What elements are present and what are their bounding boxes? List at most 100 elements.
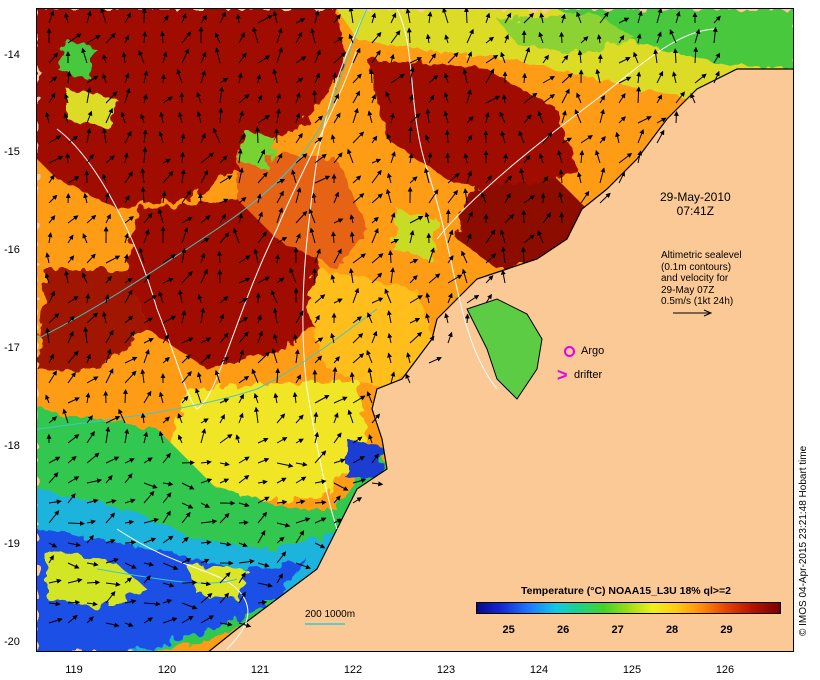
velocity-arrow [162,617,178,624]
velocity-arrow [637,10,643,24]
velocity-arrow [124,12,131,24]
velocity-arrow [333,412,339,424]
velocity-arrow [219,296,229,304]
velocity-arrow [105,426,111,444]
velocity-arrow [618,17,630,24]
velocity-arrow [425,33,431,44]
velocity-arrow [86,498,99,504]
velocity-arrow [162,170,174,184]
velocity-arrow [314,542,326,549]
velocity-arrow [333,482,349,491]
velocity-arrow [83,326,89,344]
velocity-arrow [500,269,506,284]
velocity-arrow [218,107,224,124]
velocity-arrow [314,395,330,404]
velocity-arrow [158,290,164,304]
velocity-arrows [44,9,721,628]
velocity-arrow [333,458,346,464]
velocity-arrow [67,350,79,364]
velocity-arrow [331,231,336,244]
velocity-arrow [62,408,69,424]
velocity-arrow [200,459,212,465]
velocity-arrow [295,92,301,104]
lon-tick-label: 123 [436,664,456,676]
velocity-arrow [485,12,491,24]
velocity-arrow [181,310,187,324]
bathymetry-scale-label: 200 1000m [305,609,356,620]
velocity-arrow [143,482,158,489]
velocity-arrow [200,581,212,587]
velocity-arrow [408,153,414,164]
velocity-arrow [257,314,262,324]
velocity-arrow [160,73,166,84]
velocity-arrow [237,72,243,84]
velocity-arrow [314,431,319,444]
bathymetry-legend-line [305,623,345,625]
velocity-arrow [271,348,278,364]
velocity-arrow [409,274,418,284]
velocity-arrow [405,9,411,24]
velocity-arrow [48,601,61,607]
velocity-arrow [693,46,699,64]
velocity-arrow [276,277,285,284]
velocity-arrow [65,152,71,164]
velocity-arrow [124,216,134,224]
velocity-arrow [466,28,474,44]
velocity-arrow [105,558,119,564]
velocity-arrow [636,71,642,84]
velocity-arrow [143,617,154,624]
velocity-arrow [371,31,382,44]
velocity-arrow [599,108,605,124]
temperature-colorbar [476,602,781,614]
velocity-arrow [295,499,306,505]
lon-tick-label: 119 [65,664,83,676]
velocity-arrow [124,232,129,244]
velocity-arrow [67,255,75,264]
velocity-arrow [200,615,215,624]
velocity-arrow [371,158,382,164]
velocity-arrow [122,388,128,404]
velocity-arrow [105,456,120,464]
velocity-arrow [485,229,496,244]
velocity-arrow [295,310,304,324]
lon-tick-label: 121 [250,664,270,676]
velocity-arrow [162,315,177,324]
velocity-arrow [257,582,273,588]
velocity-arrow [444,312,450,324]
velocity-arrow [67,476,80,484]
velocity-arrow [124,622,134,627]
velocity-arrow [333,52,347,64]
velocity-arrow [214,47,221,64]
velocity-arrow [314,153,327,164]
lon-tick-label: 125 [622,664,642,676]
velocity-arrow [580,190,590,204]
velocity-arrow [251,368,259,384]
velocity-arrow [200,307,206,324]
velocity-arrow [712,26,718,44]
velocity-arrow [219,356,230,364]
velocity-arrow [177,434,183,444]
velocity-arrow [200,51,207,64]
velocity-arrow [102,53,108,64]
velocity-arrow [312,268,318,284]
velocity-arrow [523,154,531,164]
velocity-arrow [48,194,58,204]
velocity-arrow [105,107,113,124]
velocity-arrow [443,110,449,124]
velocity-arrow [557,149,563,164]
velocity-arrow [574,108,582,124]
velocity-arrow [333,298,343,304]
velocity-arrow [390,239,400,244]
velocity-arrow [615,131,621,144]
velocity-arrow [143,517,159,524]
velocity-arrow [86,35,101,44]
velocity-arrow [238,94,250,104]
velocity-arrow [181,216,193,224]
velocity-arrow [257,94,263,104]
velocity-arrow [371,135,378,144]
velocity-arrow [577,49,583,64]
drifter-label: drifter [574,369,603,381]
velocity-arrow [408,94,414,104]
velocity-arrow [561,137,573,144]
velocity-arrow [86,214,97,224]
